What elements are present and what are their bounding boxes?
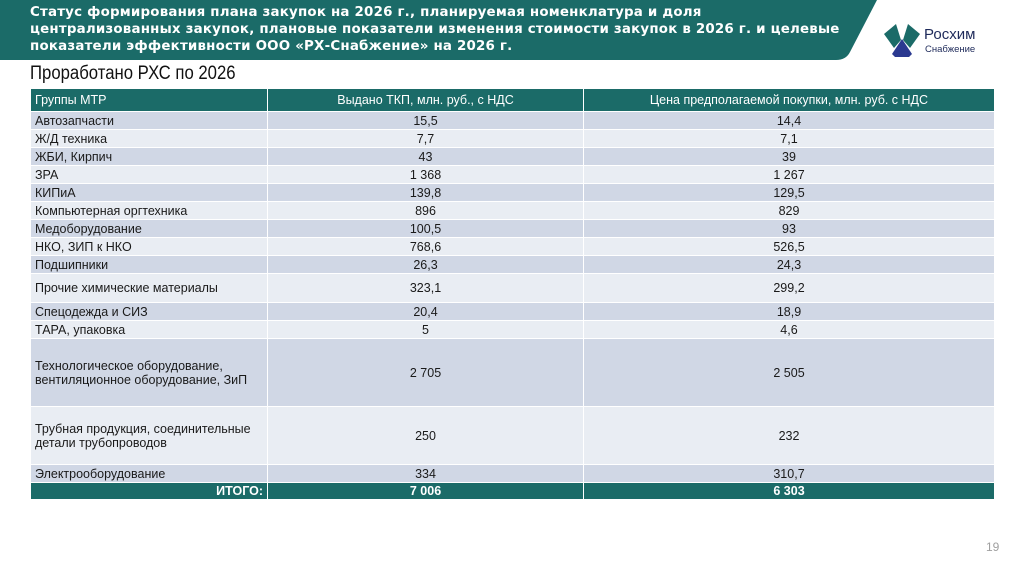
section-subtitle: Проработано РХС по 2026 (30, 63, 236, 84)
total-label: ИТОГО: (30, 482, 268, 500)
group-cell: Электрооборудование (30, 464, 268, 483)
page-title: Статус формирования плана закупок на 202… (30, 5, 840, 54)
group-cell: Автозапчасти (30, 111, 268, 130)
table-row: Прочие химические материалы 323,1 299,2 (30, 273, 995, 303)
tkp-cell: 334 (267, 464, 584, 483)
group-cell: ТАРА, упаковка (30, 320, 268, 339)
price-cell: 129,5 (583, 183, 995, 202)
table-row: КИПиА 139,8 129,5 (30, 183, 995, 202)
logo-subname: Снабжение (925, 44, 976, 55)
price-cell: 18,9 (583, 302, 995, 321)
tkp-cell: 896 (267, 201, 584, 220)
procurement-table: Группы МТР Выдано ТКП, млн. руб., с НДС … (30, 88, 995, 500)
group-cell: Технологическое оборудование, вентиляцио… (30, 338, 268, 407)
price-cell: 24,3 (583, 255, 995, 274)
table-row: Технологическое оборудование, вентиляцио… (30, 338, 995, 407)
logo-name: Росхим (924, 26, 976, 43)
roskhim-logo-icon (884, 24, 920, 57)
price-cell: 1 267 (583, 165, 995, 184)
table-row: НКО, ЗИП к НКО 768,6 526,5 (30, 237, 995, 256)
table-row: Трубная продукция, соединительные детали… (30, 406, 995, 465)
group-cell: Спецодежда и СИЗ (30, 302, 268, 321)
group-cell: Трубная продукция, соединительные детали… (30, 406, 268, 465)
price-cell: 14,4 (583, 111, 995, 130)
table-row: Автозапчасти 15,5 14,4 (30, 111, 995, 130)
column-header-tkp: Выдано ТКП, млн. руб., с НДС (267, 88, 584, 112)
tkp-cell: 139,8 (267, 183, 584, 202)
tkp-cell: 20,4 (267, 302, 584, 321)
column-header-groups: Группы МТР (30, 88, 268, 112)
price-cell: 7,1 (583, 129, 995, 148)
tkp-cell: 323,1 (267, 273, 584, 303)
table-row: Спецодежда и СИЗ 20,4 18,9 (30, 302, 995, 321)
table-row: Медоборудование 100,5 93 (30, 219, 995, 238)
tkp-cell: 100,5 (267, 219, 584, 238)
banner-shape (0, 0, 877, 60)
table-row: Подшипники 26,3 24,3 (30, 255, 995, 274)
group-cell: НКО, ЗИП к НКО (30, 237, 268, 256)
company-logo: Росхим Снабжение (882, 20, 992, 60)
total-price: 6 303 (583, 482, 995, 500)
table-row: Ж/Д техника 7,7 7,1 (30, 129, 995, 148)
group-cell: Прочие химические материалы (30, 273, 268, 303)
total-tkp: 7 006 (267, 482, 584, 500)
price-cell: 310,7 (583, 464, 995, 483)
table-row: ЖБИ, Кирпич 43 39 (30, 147, 995, 166)
group-cell: Медоборудование (30, 219, 268, 238)
tkp-cell: 5 (267, 320, 584, 339)
group-cell: Ж/Д техника (30, 129, 268, 148)
tkp-cell: 2 705 (267, 338, 584, 407)
total-row: ИТОГО: 7 006 6 303 (30, 482, 995, 500)
price-cell: 93 (583, 219, 995, 238)
group-cell: КИПиА (30, 183, 268, 202)
price-cell: 232 (583, 406, 995, 465)
table-row: ЗРА 1 368 1 267 (30, 165, 995, 184)
price-cell: 39 (583, 147, 995, 166)
table-row: Электрооборудование 334 310,7 (30, 464, 995, 483)
title-banner: Статус формирования плана закупок на 202… (0, 0, 880, 60)
price-cell: 829 (583, 201, 995, 220)
tkp-cell: 15,5 (267, 111, 584, 130)
tkp-cell: 26,3 (267, 255, 584, 274)
table-row: Компьютерная оргтехника 896 829 (30, 201, 995, 220)
tkp-cell: 43 (267, 147, 584, 166)
group-cell: ЗРА (30, 165, 268, 184)
table-header-row: Группы МТР Выдано ТКП, млн. руб., с НДС … (30, 88, 995, 112)
group-cell: Подшипники (30, 255, 268, 274)
tkp-cell: 768,6 (267, 237, 584, 256)
tkp-cell: 1 368 (267, 165, 584, 184)
price-cell: 2 505 (583, 338, 995, 407)
tkp-cell: 250 (267, 406, 584, 465)
price-cell: 526,5 (583, 237, 995, 256)
price-cell: 4,6 (583, 320, 995, 339)
group-cell: ЖБИ, Кирпич (30, 147, 268, 166)
column-header-price: Цена предполагаемой покупки, млн. руб. с… (583, 88, 995, 112)
tkp-cell: 7,7 (267, 129, 584, 148)
page-number: 19 (986, 540, 1000, 554)
price-cell: 299,2 (583, 273, 995, 303)
group-cell: Компьютерная оргтехника (30, 201, 268, 220)
table-row: ТАРА, упаковка 5 4,6 (30, 320, 995, 339)
